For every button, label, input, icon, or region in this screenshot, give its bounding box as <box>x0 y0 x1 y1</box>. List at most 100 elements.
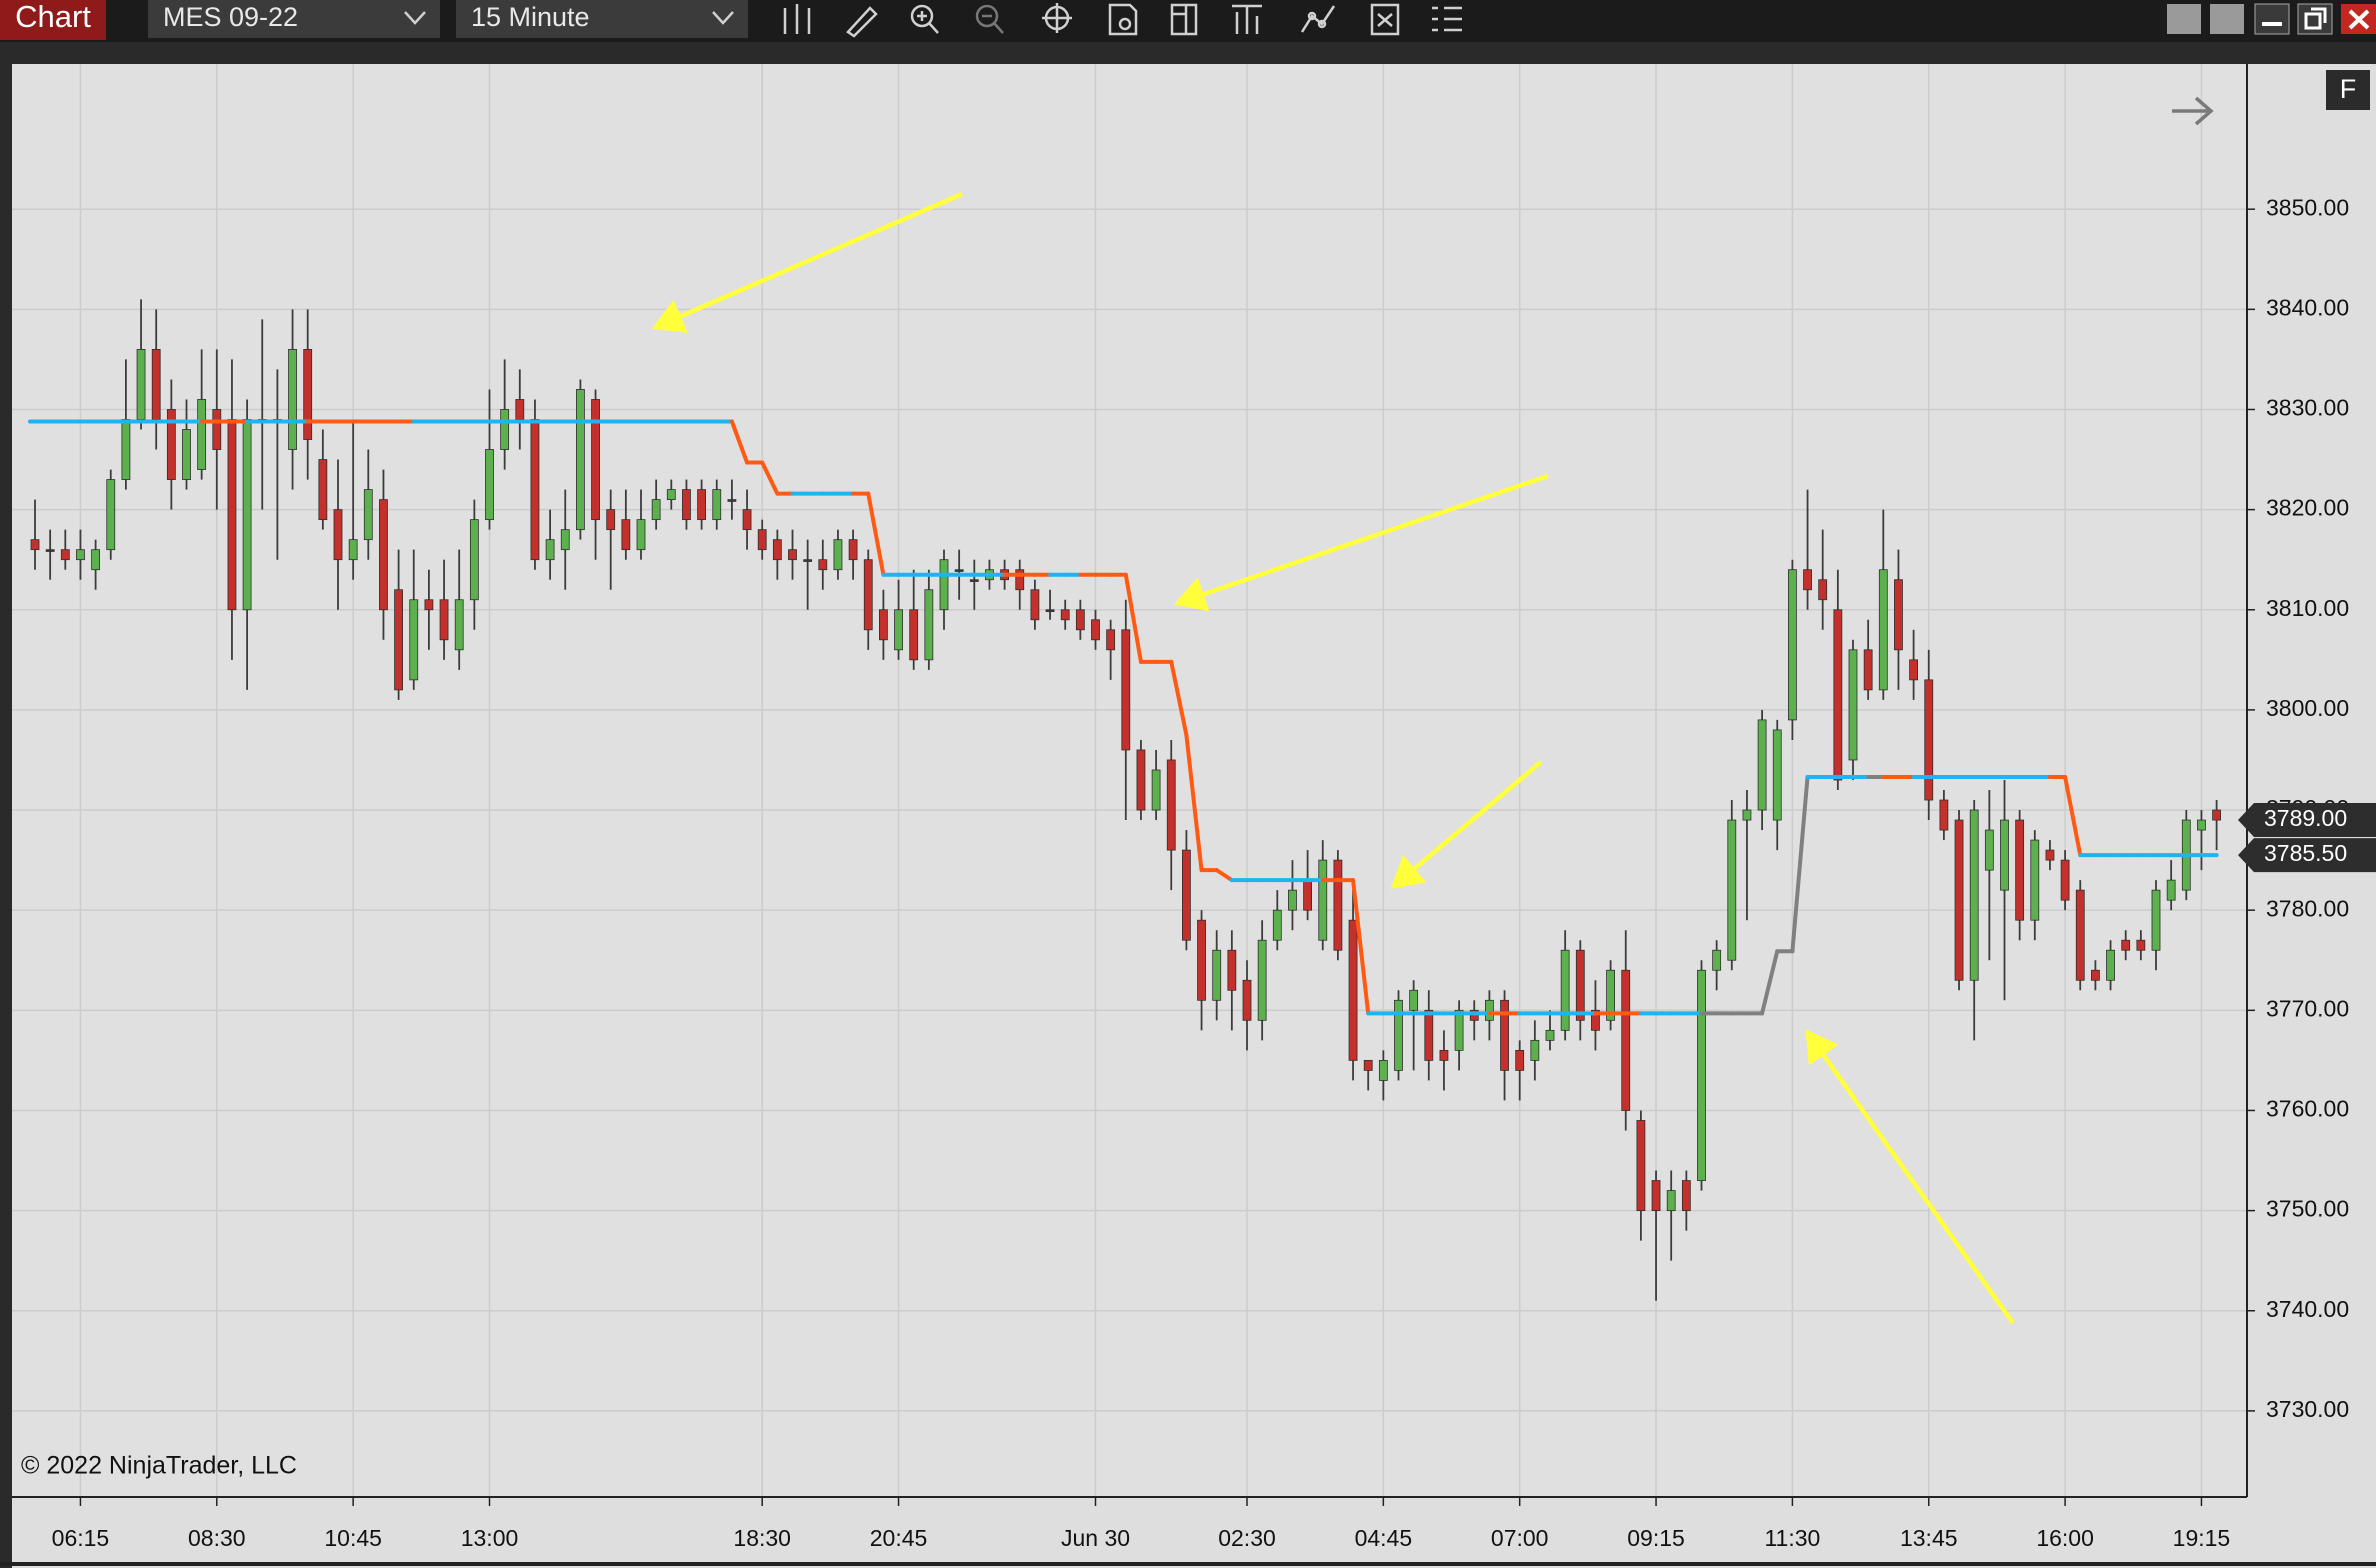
candle-body <box>242 419 252 611</box>
icon-strategies[interactable] <box>1300 5 1336 33</box>
icon-zoom-out[interactable] <box>975 4 1004 34</box>
y-tick-label: 3760.00 <box>2266 1096 2349 1122</box>
x-tick-label: 13:00 <box>461 1525 519 1551</box>
candle-body <box>363 489 373 541</box>
candle-body <box>1303 879 1312 911</box>
candle-body <box>2015 819 2025 921</box>
window-button[interactable] <box>2210 4 2244 34</box>
window-button[interactable] <box>2167 4 2201 34</box>
indicator-segment <box>760 460 780 496</box>
chart-tab[interactable] <box>0 0 106 40</box>
icon-crosshair[interactable] <box>1042 3 1072 33</box>
icon-pencil[interactable] <box>846 6 878 38</box>
candle-body <box>288 348 297 450</box>
candle-body <box>500 409 510 450</box>
icon-zoom-in[interactable] <box>910 4 939 34</box>
candle-body <box>682 489 691 521</box>
candle-body <box>2121 939 2131 951</box>
candle-body <box>1939 799 1949 831</box>
icon-bars[interactable] <box>783 4 811 34</box>
candle-body <box>1848 649 1858 761</box>
interval-select[interactable] <box>456 0 748 38</box>
instrument-label: MES 09-22 <box>163 2 298 32</box>
candle-body <box>333 509 343 561</box>
price-marker-label: 3785.50 <box>2264 840 2347 866</box>
indicator-segment <box>2063 774 2083 858</box>
candle-body <box>1485 999 1494 1021</box>
window-buttons <box>2167 3 2376 35</box>
candle-body <box>651 499 661 521</box>
x-tick-label: 08:30 <box>188 1525 246 1551</box>
candle-body <box>379 499 388 611</box>
candle-body <box>182 429 191 480</box>
candle-body <box>848 539 858 561</box>
candle-body <box>924 589 934 661</box>
candle-body <box>1545 1029 1555 1041</box>
candle-body <box>318 459 328 521</box>
candle-body <box>197 399 207 470</box>
candle-body <box>833 539 843 571</box>
candle-body <box>1469 1009 1479 1021</box>
candle-body <box>30 539 40 551</box>
candle-body <box>894 609 903 651</box>
candle-body <box>1060 609 1070 621</box>
candle-body <box>1121 629 1131 751</box>
candle-body <box>348 539 358 561</box>
close-glyph <box>2348 9 2370 30</box>
candle-body <box>121 419 131 480</box>
candle-body <box>454 599 464 651</box>
candle-body <box>1454 1009 1464 1051</box>
icon-templates[interactable] <box>1370 3 1400 36</box>
candle-body <box>1227 949 1237 991</box>
indicator-segment <box>1351 878 1371 1016</box>
axes: 3730.00 3740.00 3750.00 3760.00 3770.00 3780.… <box>52 194 2376 1551</box>
candle-body <box>803 559 813 562</box>
scroll-to-end[interactable] <box>2172 96 2214 126</box>
candle-body <box>1515 1049 1525 1071</box>
instrument-select[interactable] <box>148 0 440 38</box>
icon-indicators[interactable] <box>1232 4 1262 34</box>
candle-body <box>1560 949 1570 1031</box>
candle-body <box>409 599 419 681</box>
candle-body <box>1500 999 1509 1071</box>
candle-body <box>879 609 888 641</box>
candle-body <box>485 449 494 521</box>
x-tick-label: 09:15 <box>1627 1525 1685 1551</box>
dropdown-chevron <box>404 11 426 25</box>
candle-body <box>1015 569 1025 591</box>
price-marker <box>2238 803 2376 838</box>
candle-body <box>1045 609 1055 612</box>
candle-body <box>1727 819 1737 961</box>
candle-body <box>1591 1009 1600 1031</box>
candle-body <box>909 609 919 661</box>
annotation-arrow <box>1390 760 1543 889</box>
icon-list[interactable] <box>1432 6 1462 32</box>
candle-body <box>1863 649 1873 691</box>
candle-body <box>1530 1039 1540 1061</box>
y-tick-label: 3810.00 <box>2266 595 2349 621</box>
x-tick-label: 02:30 <box>1218 1525 1276 1551</box>
candle-body <box>469 519 479 601</box>
x-tick-label: 07:00 <box>1491 1525 1549 1551</box>
annotation-arrow <box>1805 1029 2015 1325</box>
panel-button[interactable] <box>2326 70 2370 110</box>
candle-body <box>2090 969 2100 981</box>
candle-body <box>1075 609 1085 631</box>
candle-body <box>1409 989 1419 1011</box>
icon-properties[interactable] <box>1170 3 1198 36</box>
icon-data-box[interactable] <box>1108 3 1138 36</box>
y-tick-label: 3840.00 <box>2266 294 2349 320</box>
candle-body <box>2045 849 2055 861</box>
minimize-button[interactable] <box>2254 3 2290 35</box>
candle-body <box>1651 1180 1661 1212</box>
plot-area <box>12 64 2247 1497</box>
toolbar-icons <box>783 3 1462 38</box>
candle-body <box>1621 969 1631 1111</box>
candle-body <box>969 579 979 582</box>
candle-body <box>712 489 722 521</box>
candle-body <box>1348 919 1358 1061</box>
candle-body <box>772 539 782 561</box>
tab-label: Chart <box>15 0 91 34</box>
indicator-segment <box>1760 949 1780 1016</box>
